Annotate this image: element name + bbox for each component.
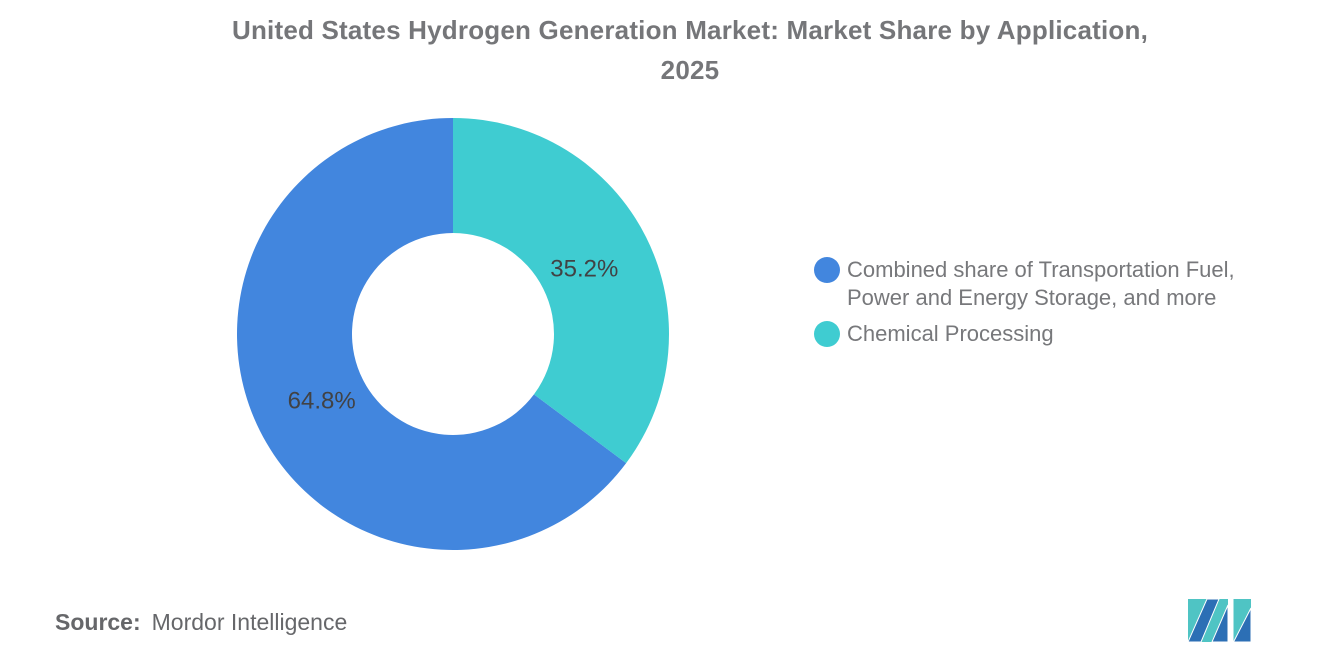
- legend: Combined share of Transportation Fuel, P…: [814, 256, 1266, 356]
- donut-slice-1[interactable]: [453, 118, 669, 464]
- donut-slice-0[interactable]: [237, 118, 627, 550]
- chart-title-line-1: United States Hydrogen Generation Market…: [231, 15, 1148, 45]
- donut-chart: 64.8% 35.2%: [237, 118, 669, 550]
- legend-label: Chemical Processing: [847, 321, 1054, 346]
- mordor-intelligence-logo-icon: [1188, 599, 1251, 642]
- slice-label-1: 35.2%: [550, 256, 618, 283]
- legend-item-chemical-processing[interactable]: Chemical Processing: [814, 320, 1266, 348]
- source-line: Source: Mordor Intelligence: [55, 609, 347, 636]
- chart-title-line-2: 2025: [660, 55, 720, 85]
- legend-dot-teal-icon: [814, 321, 840, 347]
- legend-dot-blue-icon: [814, 257, 840, 283]
- slice-label-0: 64.8%: [288, 387, 356, 414]
- legend-label: Combined share of Transportation Fuel, P…: [847, 257, 1235, 310]
- source-prefix: Source:: [55, 609, 141, 635]
- source-text: Mordor Intelligence: [151, 609, 348, 635]
- chart-title: United States Hydrogen Generation Market…: [60, 10, 1320, 90]
- legend-item-combined-share[interactable]: Combined share of Transportation Fuel, P…: [814, 256, 1266, 312]
